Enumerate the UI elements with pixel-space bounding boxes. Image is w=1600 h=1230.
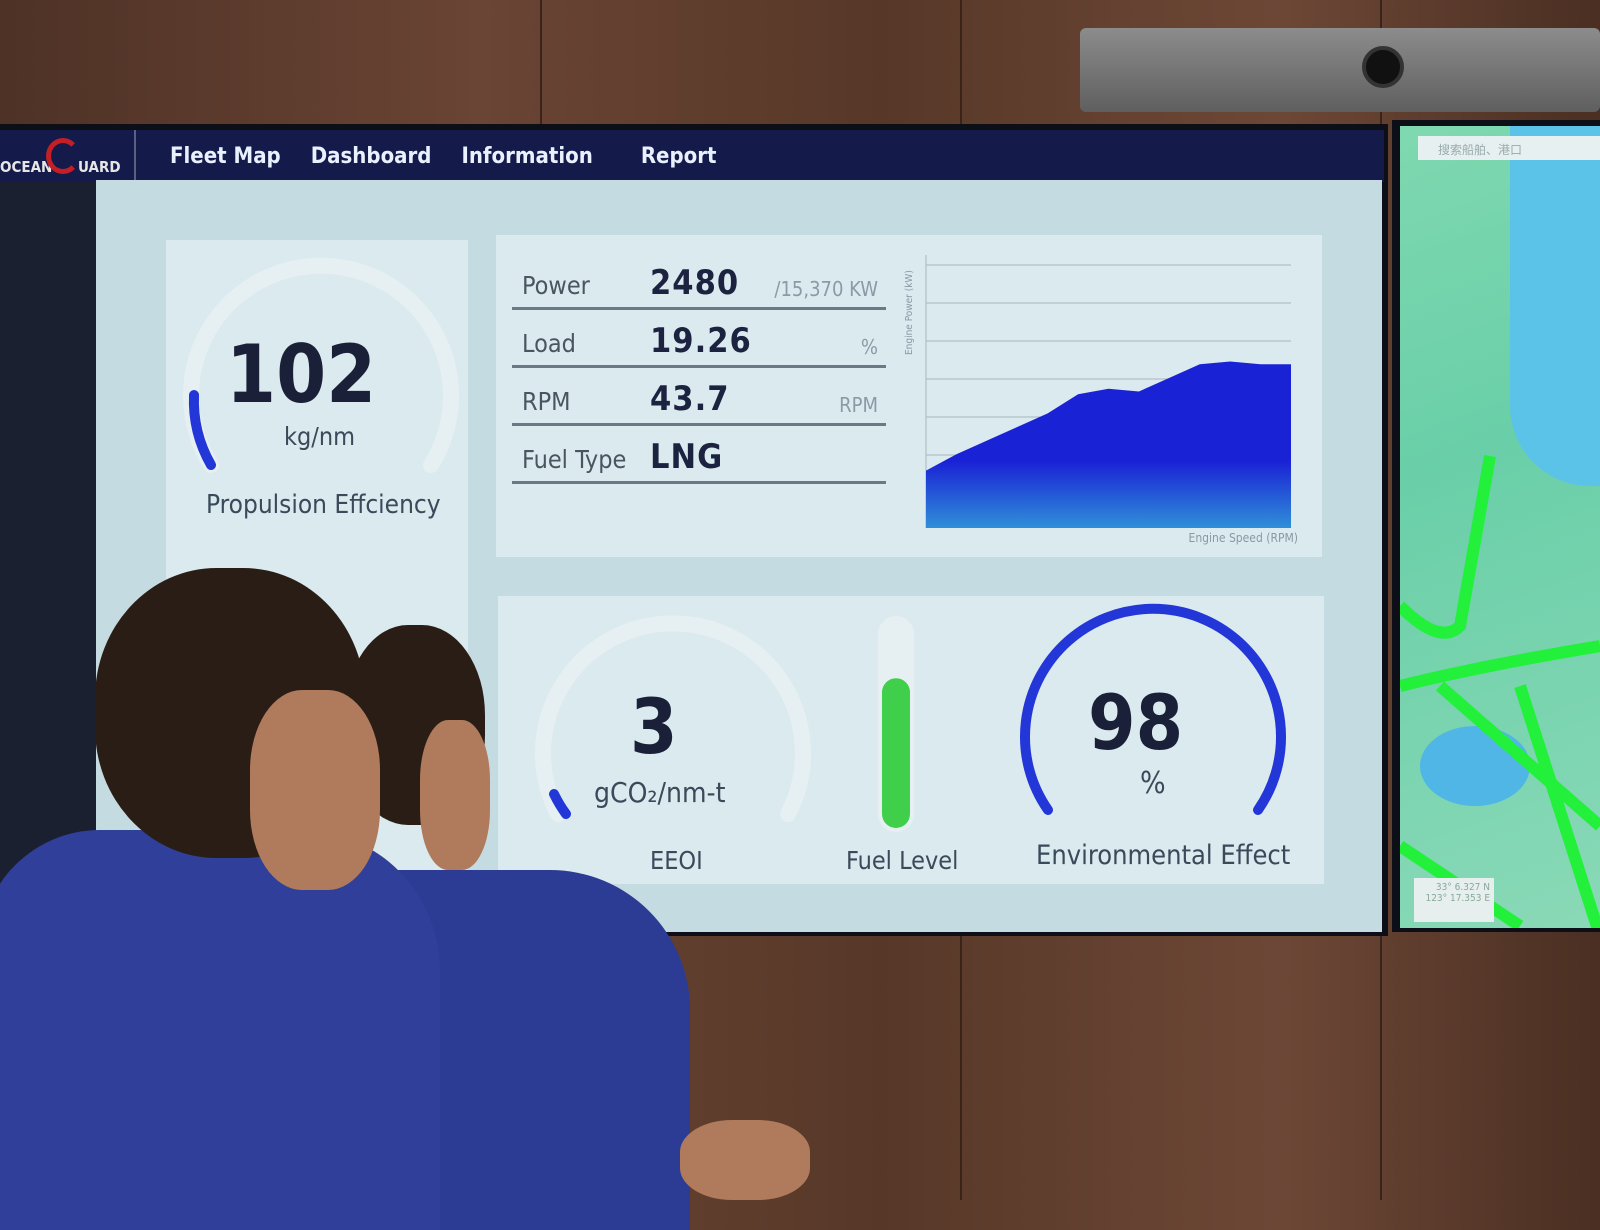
environment-label: Environmental Effect [1036, 840, 1291, 871]
side-strip [0, 182, 96, 934]
engine-row-label: Load [522, 329, 576, 358]
longitude: 123° 17.353 E [1425, 893, 1490, 904]
fleet-map-screen: 搜索船舶、港口 33° 6.327 N 123° 17.353 E [1392, 120, 1600, 932]
latitude: 33° 6.327 N [1435, 882, 1490, 893]
engine-power-chart [925, 255, 1291, 528]
engine-row-label: RPM [522, 387, 571, 416]
coordinates-readout: 33° 6.327 N 123° 17.353 E [1414, 878, 1494, 922]
conference-camera [1080, 28, 1600, 112]
person-hand [680, 1120, 810, 1200]
eeoi-unit: gCO₂/nm-t [594, 776, 726, 809]
row-divider [512, 481, 886, 484]
propulsion-label: Propulsion Effciency [206, 490, 441, 520]
fuel-gauge-fill [882, 678, 910, 828]
engine-row-value: 2480 [650, 263, 740, 303]
row-divider [512, 365, 886, 368]
person-front [0, 830, 440, 1230]
environment-unit: % [1140, 766, 1166, 801]
propulsion-unit: kg/nm [284, 422, 356, 451]
eeoi-value: 3 [630, 682, 678, 771]
environment-value: 98 [1088, 678, 1184, 767]
environment-gauge-fill [1020, 603, 1286, 815]
nav-information[interactable]: Information [461, 143, 593, 169]
engine-row-label: Power [522, 271, 590, 300]
propulsion-value: 102 [226, 328, 377, 421]
engine-row-unit: /15,370 KW [774, 277, 878, 301]
eeoi-gauge-track [535, 615, 811, 822]
top-nav: OCEAN UARD Fleet Map Dashboard Informatio… [0, 130, 1384, 182]
eeoi-gauge-fill [549, 789, 571, 819]
row-divider [512, 307, 886, 310]
nav-report[interactable]: Report [640, 143, 717, 169]
propulsion-gauge [183, 257, 459, 473]
lake-area [1420, 726, 1530, 806]
row-divider [512, 423, 886, 426]
fleet-map[interactable]: 搜索船舶、港口 33° 6.327 N 123° 17.353 E [1400, 126, 1600, 928]
engine-row-value: 19.26 [650, 321, 752, 361]
chart-ylabel: Engine Power (kW) [904, 270, 915, 355]
fuel-level-label: Fuel Level [846, 846, 959, 875]
engine-row-unit: RPM [839, 393, 878, 417]
engine-panel: Power 2480 /15,370 KW Load 19.26 % RPM 4… [496, 235, 1322, 557]
map-search-input[interactable]: 搜索船舶、港口 [1418, 136, 1600, 160]
camera-lens [1362, 46, 1404, 88]
nav-fleet-map[interactable]: Fleet Map [170, 143, 281, 169]
environment-panel: 3 gCO₂/nm-t EEOI Fuel Level 98 % Environ… [498, 596, 1324, 884]
person-front-face [250, 690, 380, 890]
gauges [535, 603, 1286, 832]
propulsion-gauge-fill [188, 390, 216, 470]
vessel-tracks [1400, 454, 1600, 928]
engine-power-area [926, 361, 1291, 528]
sea-area [1510, 126, 1600, 486]
ocean-guard-logo[interactable]: OCEAN UARD [0, 130, 136, 182]
engine-row-value: LNG [650, 437, 724, 477]
engine-row-label: Fuel Type [522, 445, 627, 474]
chart-xlabel: Engine Speed (RPM) [1188, 531, 1298, 545]
engine-row-unit: % [860, 335, 878, 359]
person-back-face [420, 720, 490, 870]
nav-dashboard[interactable]: Dashboard [310, 143, 432, 169]
engine-row-value: 43.7 [650, 379, 730, 419]
eeoi-label: EEOI [650, 846, 703, 875]
